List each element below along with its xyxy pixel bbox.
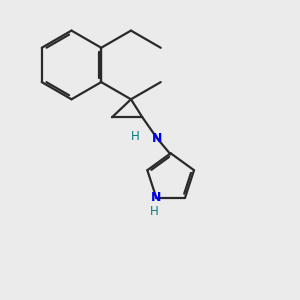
Text: N: N bbox=[151, 191, 161, 204]
Text: N: N bbox=[152, 132, 162, 145]
Text: H: H bbox=[150, 205, 159, 218]
Text: H: H bbox=[131, 130, 140, 143]
